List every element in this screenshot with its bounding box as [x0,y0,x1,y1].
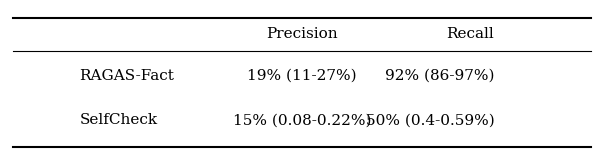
Text: 15% (0.08-0.22%): 15% (0.08-0.22%) [233,113,371,127]
Text: RAGAS-Fact: RAGAS-Fact [80,69,175,83]
Text: 19% (11-27%): 19% (11-27%) [247,69,357,83]
Text: Precision: Precision [266,27,338,41]
Text: 50% (0.4-0.59%): 50% (0.4-0.59%) [365,113,495,127]
Text: 92% (86-97%): 92% (86-97%) [385,69,495,83]
Text: Recall: Recall [446,27,495,41]
Text: SelfCheck: SelfCheck [80,113,158,127]
